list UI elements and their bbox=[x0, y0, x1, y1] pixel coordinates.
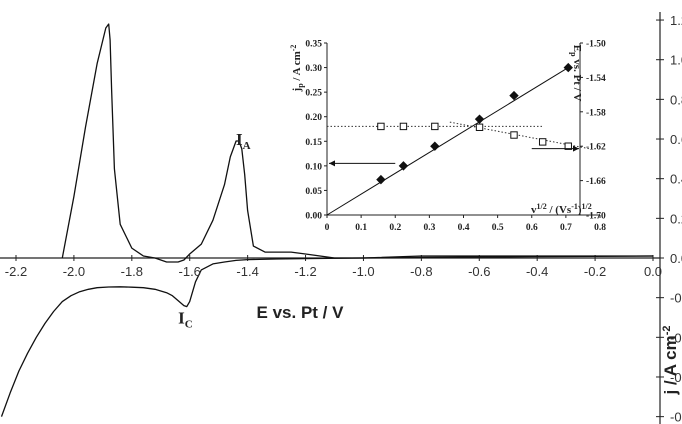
inset-left-tick-label: 0.00 bbox=[305, 212, 322, 222]
x-tick-label: -2.0 bbox=[63, 264, 85, 279]
inset-left-axis-title: jp / A cm-2 bbox=[289, 45, 305, 93]
y-axis-title-group: j / A cm-2 bbox=[661, 326, 680, 396]
main-tick-labels: -2.2 -2.0 -1.8 -1.6 -1.4 -1.2 -1.0 -0.8 -0.6 -0.4… bbox=[5, 13, 682, 424]
x-tick-label: -0.6 bbox=[468, 264, 490, 279]
y-tick-label: 1.0 bbox=[670, 53, 682, 68]
y-axis-title: j / A cm-2 bbox=[661, 326, 680, 396]
inset-left-title-group: jp / A cm-2 bbox=[289, 45, 305, 93]
inset-series bbox=[326, 62, 590, 216]
inset-left-tick-label: 0.20 bbox=[305, 113, 322, 123]
inset-left-tick-label: 0.15 bbox=[305, 138, 322, 148]
x-axis-title: E vs. Pt / V bbox=[257, 303, 345, 322]
inset-ep-point bbox=[475, 123, 484, 131]
inset-left-tick-label: 0.25 bbox=[305, 89, 322, 99]
inset-frame bbox=[289, 33, 648, 243]
inset-ep-slope-line bbox=[449, 121, 590, 150]
inset-ep-point bbox=[538, 138, 547, 146]
inset-x-axis-title: v1/2 / (Vs-1)1/2 bbox=[531, 202, 592, 216]
inset-right-tick-label: -1.54 bbox=[586, 74, 606, 84]
inset-ep-point bbox=[377, 122, 385, 131]
inset-left-tick-label: 0.05 bbox=[305, 187, 322, 197]
peak-annotations: IA IC bbox=[178, 130, 251, 330]
x-tick-label: -1.4 bbox=[236, 264, 258, 279]
inset-jp-point bbox=[509, 90, 519, 101]
inset-background bbox=[289, 33, 648, 243]
inset-ep-point bbox=[431, 122, 439, 131]
y-tick-label: 0.4 bbox=[670, 172, 682, 187]
inset-x-tick-label: 0.1 bbox=[355, 223, 367, 233]
inset-axis-arrowhead bbox=[329, 160, 335, 167]
inset-jp-fit-line bbox=[326, 67, 569, 216]
y-tick-label: 0.0 bbox=[670, 251, 682, 266]
y-tick-label: 0.6 bbox=[670, 132, 682, 147]
y-tick-label: -0.4 bbox=[670, 330, 682, 345]
inset-x-tick-label: 0.4 bbox=[458, 223, 470, 233]
cathodic-sweep-line bbox=[0, 255, 654, 417]
inset-right-tick-label: -1.62 bbox=[586, 143, 606, 153]
inset-plot: 0 0.1 0.2 0.3 0.4 0.5 0.6 0.7 0.8 0.35 0.30 0.25 0.2… bbox=[289, 33, 648, 243]
y-tick-label: -0.6 bbox=[670, 370, 682, 385]
inset-right-tick-label: -1.58 bbox=[586, 108, 606, 118]
x-tick-label: -1.2 bbox=[294, 264, 316, 279]
x-tick-label: -2.2 bbox=[5, 264, 27, 279]
main-series bbox=[0, 23, 654, 417]
inset-ticks bbox=[324, 42, 601, 218]
inset-x-tick-label: 0.2 bbox=[389, 223, 401, 233]
inset-x-tick-label: 0.3 bbox=[423, 223, 435, 233]
inset-left-tick-label: 0.30 bbox=[305, 64, 322, 74]
x-tick-label: -1.6 bbox=[179, 264, 201, 279]
peak-label-c: IC bbox=[178, 308, 193, 330]
inset-right-tick-label: -1.50 bbox=[586, 40, 606, 50]
inset-x-tick-label: 0.6 bbox=[526, 223, 538, 233]
inset-jp-point bbox=[563, 62, 573, 73]
y-tick-label: 1.2 bbox=[670, 13, 682, 28]
x-tick-label: -1.0 bbox=[352, 264, 374, 279]
y-tick-label: -0.8 bbox=[670, 410, 682, 424]
inset-jp-point bbox=[398, 161, 409, 171]
inset-left-tick-label: 0.35 bbox=[305, 40, 322, 50]
inset-right-axis-title: Ep vs. Pt / V bbox=[569, 45, 583, 102]
inset-right-title-group: Ep vs. Pt / V bbox=[569, 45, 583, 102]
inset-x-tick-label: 0.8 bbox=[594, 223, 606, 233]
x-tick-label: -0.8 bbox=[410, 264, 432, 279]
inset-jp-point bbox=[376, 174, 386, 185]
inset-x-tick-label: 0.5 bbox=[492, 223, 504, 233]
inset-jp-point bbox=[474, 114, 485, 124]
inset-ep-point bbox=[564, 142, 572, 150]
inset-right-tick-label: -1.66 bbox=[586, 177, 606, 187]
inset-axis-arrowhead bbox=[573, 145, 579, 152]
inset-right-tick-label: -1.70 bbox=[586, 212, 606, 222]
y-tick-label: -0.2 bbox=[670, 291, 682, 306]
y-tick-label: 0.8 bbox=[670, 92, 682, 107]
inset-ep-point bbox=[510, 131, 518, 139]
x-tick-label: -0.4 bbox=[526, 264, 548, 279]
inset-x-tick-label: 0.7 bbox=[560, 223, 572, 233]
x-tick-label: -0.2 bbox=[584, 264, 606, 279]
anodic-sweep-line bbox=[61, 23, 653, 263]
inset-ep-point bbox=[399, 122, 408, 131]
inset-left-tick-label: 0.10 bbox=[305, 162, 322, 172]
inset-tick-labels: 0 0.1 0.2 0.3 0.4 0.5 0.6 0.7 0.8 0.35 0.30 0.25 0.2… bbox=[305, 40, 606, 234]
inset-x-tick-label: 0 bbox=[325, 223, 330, 233]
y-tick-label: 0.2 bbox=[670, 211, 682, 226]
inset-jp-point bbox=[430, 141, 440, 151]
x-tick-label: -1.8 bbox=[121, 264, 143, 279]
x-tick-label: 0.0 bbox=[644, 264, 662, 279]
peak-label-a: IA bbox=[236, 130, 251, 152]
